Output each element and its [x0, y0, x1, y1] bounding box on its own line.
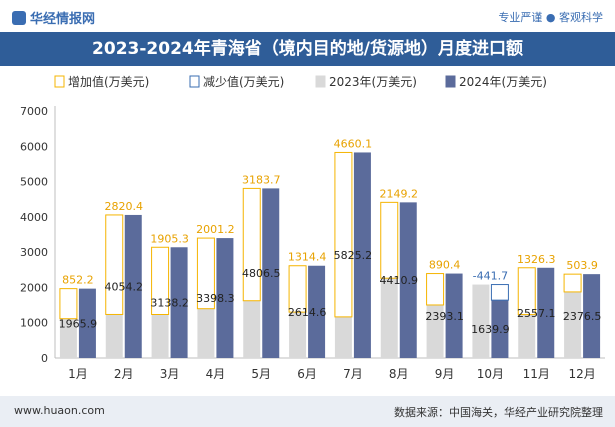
y-tick-label-4: 4000 [20, 211, 48, 224]
increase-label-12: 503.9 [566, 259, 598, 272]
increase-label-3: 1905.3 [150, 232, 189, 245]
bar-2024-1 [78, 288, 96, 358]
legend-label-1: 增加值(万美元) [68, 74, 149, 89]
increase-label-11: 1326.3 [517, 253, 556, 266]
footer: www.huaon.com 数据来源：中国海关，华经产业研究院整理 [0, 396, 615, 427]
increase-label-1: 852.2 [62, 274, 94, 287]
increase-label-6: 1314.4 [288, 251, 327, 264]
increase-outline-11 [517, 267, 536, 316]
y-tick-label-6: 6000 [20, 140, 48, 153]
top-bar: 华经情报网 专业严谨 ● 客观科学 [0, 0, 615, 32]
bar-2024-8 [399, 202, 417, 358]
x-tick-label-2: 2月 [114, 367, 134, 381]
chart-title: 2023-2024年青海省（境内目的地/货源地）月度进口额 [92, 39, 523, 59]
bar-2023-3 [151, 314, 169, 358]
bar-2024-9 [445, 273, 463, 358]
increase-outline-12 [563, 273, 582, 293]
x-tick-label-8: 8月 [389, 367, 409, 381]
slogan: 专业严谨 ● 客观科学 [498, 11, 603, 24]
y-tick-label-3: 3000 [20, 246, 48, 259]
value-label-2024-5: 4806.5 [242, 267, 281, 280]
value-label-2024-11: 2557.1 [517, 307, 556, 320]
x-tick-label-11: 11月 [523, 367, 550, 381]
bar-2024-7 [353, 152, 371, 358]
y-tick-label-1: 1000 [20, 317, 48, 330]
decrease-outline-10 [490, 284, 509, 301]
bar-2024-6 [308, 265, 326, 358]
source-text: 数据来源：中国海关，华经产业研究院整理 [394, 406, 603, 419]
bar-2024-10 [491, 300, 509, 358]
bar-2024-2 [124, 214, 142, 358]
legend-swatch-4 [445, 75, 456, 88]
y-tick-label-2: 2000 [20, 281, 48, 294]
x-tick-label-10: 10月 [477, 367, 504, 381]
bar-2023-12 [564, 291, 582, 358]
bar-2024-12 [583, 274, 601, 358]
legend-swatch-3 [315, 75, 326, 88]
increase-outline-6 [288, 265, 307, 313]
increase-outline-2 [105, 214, 124, 315]
value-label-2024-1: 1965.9 [59, 317, 98, 330]
legend-swatch-1 [54, 75, 65, 88]
logo-icon [12, 11, 26, 25]
value-label-2024-6: 2614.6 [288, 306, 327, 319]
logo-text: 华经情报网 [30, 12, 96, 27]
x-tick-label-5: 5月 [251, 367, 271, 381]
value-label-2024-9: 2393.1 [425, 310, 464, 323]
bar-2024-3 [170, 247, 188, 358]
bar-chart: 增加值(万美元) 减少值(万美元) 2023年(万美元) 2024年(万美元) 0 100… [20, 74, 605, 381]
increase-label-7: 4660.1 [334, 137, 373, 150]
value-label-2024-10: 1639.9 [471, 323, 510, 336]
legend-label-3: 2023年(万美元) [329, 75, 417, 89]
value-label-2024-8: 4410.9 [380, 274, 419, 287]
legend-swatch-2 [189, 75, 200, 88]
x-tick-label-4: 4月 [206, 367, 226, 381]
value-label-2024-7: 5825.2 [334, 249, 373, 262]
increase-outline-1 [59, 288, 78, 320]
increase-outline-5 [242, 187, 261, 302]
bar-2024-11 [537, 267, 555, 358]
increase-label-8: 2149.2 [380, 187, 419, 200]
title-bar: 2023-2024年青海省（境内目的地/货源地）月度进口额 [0, 32, 615, 66]
bar-2023-8 [380, 278, 398, 358]
increase-outline-8 [380, 201, 399, 279]
y-tick-label-7: 7000 [20, 105, 48, 118]
bar-2023-9 [426, 304, 444, 358]
bar-2023-4 [197, 308, 215, 358]
x-tick-label-7: 7月 [343, 367, 363, 381]
increase-label-5: 3183.7 [242, 173, 281, 186]
value-label-2024-4: 3398.3 [196, 292, 235, 305]
y-tick-label-0: 0 [41, 352, 48, 365]
bar-2023-2 [105, 314, 123, 358]
bar-2023-1 [59, 318, 77, 358]
legend-label-4: 2024年(万美元) [459, 75, 547, 89]
website-text: www.huaon.com [14, 404, 105, 417]
bar-2023-10 [472, 284, 490, 358]
increase-label-4: 2001.2 [196, 223, 235, 236]
logo: 华经情报网 [12, 8, 95, 27]
x-tick-label-9: 9月 [435, 367, 455, 381]
increase-outline-4 [196, 237, 215, 310]
increase-outline-7 [334, 151, 353, 318]
increase-outline-9 [426, 273, 445, 306]
bar-2023-6 [289, 312, 307, 358]
increase-label-9: 890.4 [429, 259, 461, 272]
bar-2023-11 [518, 314, 536, 358]
y-tick-label-5: 5000 [20, 176, 48, 189]
x-tick-label-1: 1月 [68, 367, 88, 381]
bar-2023-7 [334, 316, 352, 358]
x-tick-label-12: 12月 [568, 367, 595, 381]
bar-2024-5 [262, 188, 280, 358]
x-tick-label-6: 6月 [297, 367, 317, 381]
bar-2024-4 [216, 238, 234, 358]
decrease-label-10: -441.7 [473, 270, 508, 283]
bar-2023-5 [243, 300, 261, 358]
value-label-2024-2: 4054.2 [105, 280, 144, 293]
x-tick-label-3: 3月 [160, 367, 180, 381]
legend-label-2: 减少值(万美元) [203, 74, 284, 89]
increase-outline-3 [151, 246, 170, 315]
value-label-2024-3: 3138.2 [150, 297, 189, 310]
value-label-2024-12: 2376.5 [563, 310, 602, 323]
increase-label-2: 2820.4 [105, 200, 144, 213]
